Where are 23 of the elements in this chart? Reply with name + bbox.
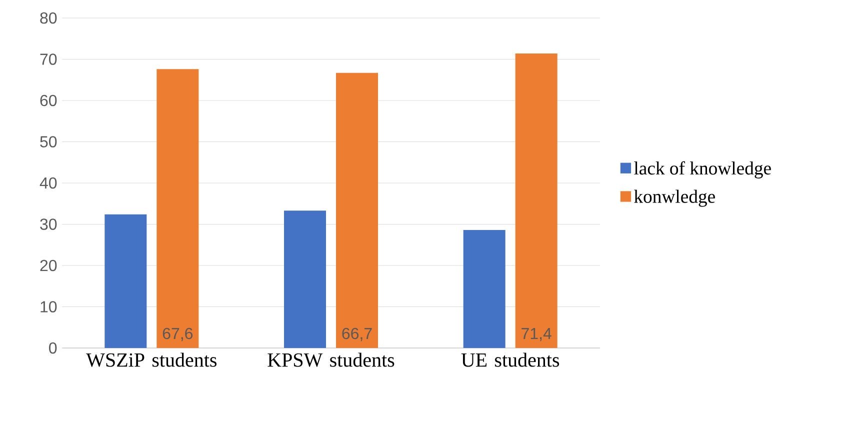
y-tick-label: 40 <box>40 177 57 189</box>
data-label: 67,6 <box>162 328 193 342</box>
bar <box>336 72 378 348</box>
y-tick-label: 80 <box>40 12 57 24</box>
y-tick-label: 50 <box>40 136 57 148</box>
x-tick-label: UE students <box>461 352 560 367</box>
x-tick-label: WSZiP students <box>86 352 216 367</box>
data-label: 71,4 <box>522 328 552 342</box>
y-tick-label: 20 <box>40 260 57 272</box>
y-tick-label: 70 <box>40 54 57 65</box>
data-label: 66,7 <box>342 328 372 342</box>
legend-label: konwledge <box>634 190 715 207</box>
bar <box>463 230 506 348</box>
legend-label: lack of knowledge <box>634 161 771 178</box>
y-tick-label: 10 <box>40 301 57 312</box>
y-tick-label: 60 <box>40 94 57 106</box>
y-tick-label: 0 <box>49 342 57 354</box>
bar <box>104 214 147 348</box>
y-tick-label: 30 <box>40 218 57 230</box>
x-tick-label: KPSW students <box>268 352 394 367</box>
bar <box>156 69 199 348</box>
bar <box>284 210 326 348</box>
bar <box>515 53 558 348</box>
